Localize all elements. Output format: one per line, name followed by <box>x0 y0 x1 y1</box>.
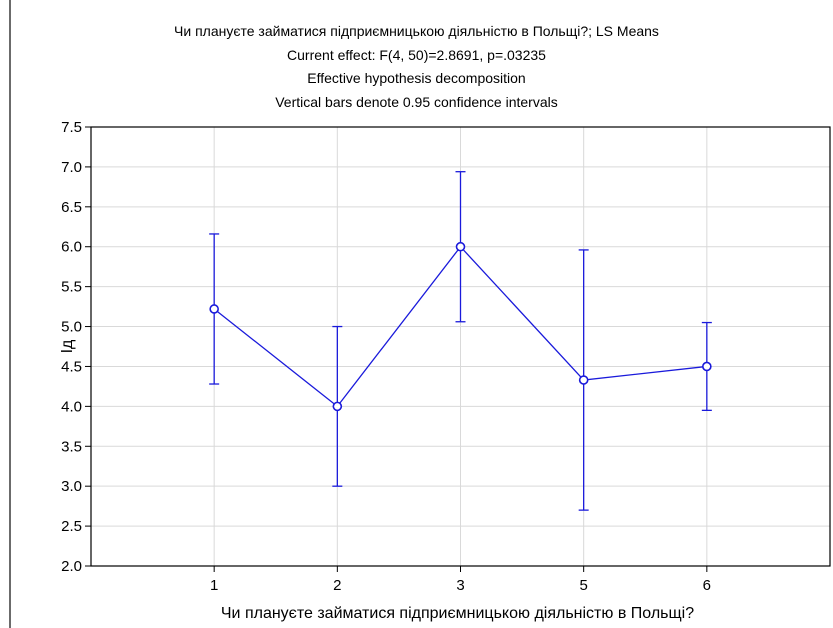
data-point <box>455 241 466 252</box>
y-tick-label: 3.5 <box>61 438 82 455</box>
y-tick-label: 2.0 <box>61 558 82 575</box>
chart-title: Чи плануєте займатися підприємницькою ді… <box>174 23 659 39</box>
chart-subtitle-ci-note: Vertical bars denote 0.95 confidence int… <box>275 93 558 110</box>
y-tick-label: 6.5 <box>61 199 82 216</box>
y-tick-label: 7.5 <box>61 119 82 136</box>
data-point <box>702 361 712 372</box>
ticks-layer: 2.0 2.5 3.0 3.5 4.0 4.5 5.0 5.5 6.0 6.5 7.0 7.5 1 2 3 5… <box>61 119 711 594</box>
window-left-border <box>9 0 11 628</box>
chart-titles: Чи плануєте займатися підприємницькою ді… <box>0 20 833 114</box>
x-tick-label: 3 <box>456 577 464 594</box>
y-tick-label: 2.5 <box>61 518 82 535</box>
y-tick-label: 6.0 <box>61 239 82 256</box>
data-point <box>578 375 589 385</box>
y-tick-label: 3.0 <box>61 478 82 495</box>
data-point <box>332 401 343 412</box>
y-tick-label: 5.0 <box>61 319 82 336</box>
x-axis-title: Чи плануєте займатися підприємницькою ді… <box>221 605 694 622</box>
x-tick-label: 5 <box>579 577 587 594</box>
y-tick-label: 4.5 <box>61 358 82 375</box>
x-tick-label: 1 <box>210 577 218 594</box>
chart-subtitle-effect: Current effect: F(4, 50)=2.8691, p=.0323… <box>287 46 546 63</box>
data-point <box>209 304 219 314</box>
x-tick-label: 2 <box>333 577 341 594</box>
series-layer <box>209 171 712 511</box>
chart-subtitle-decomposition: Effective hypothesis decomposition <box>307 70 526 86</box>
y-tick-label: 4.0 <box>61 398 82 415</box>
y-axis-title: Ід <box>59 339 76 353</box>
y-tick-label: 5.5 <box>61 279 82 296</box>
x-tick-label: 6 <box>703 577 711 594</box>
y-tick-label: 7.0 <box>61 159 82 176</box>
